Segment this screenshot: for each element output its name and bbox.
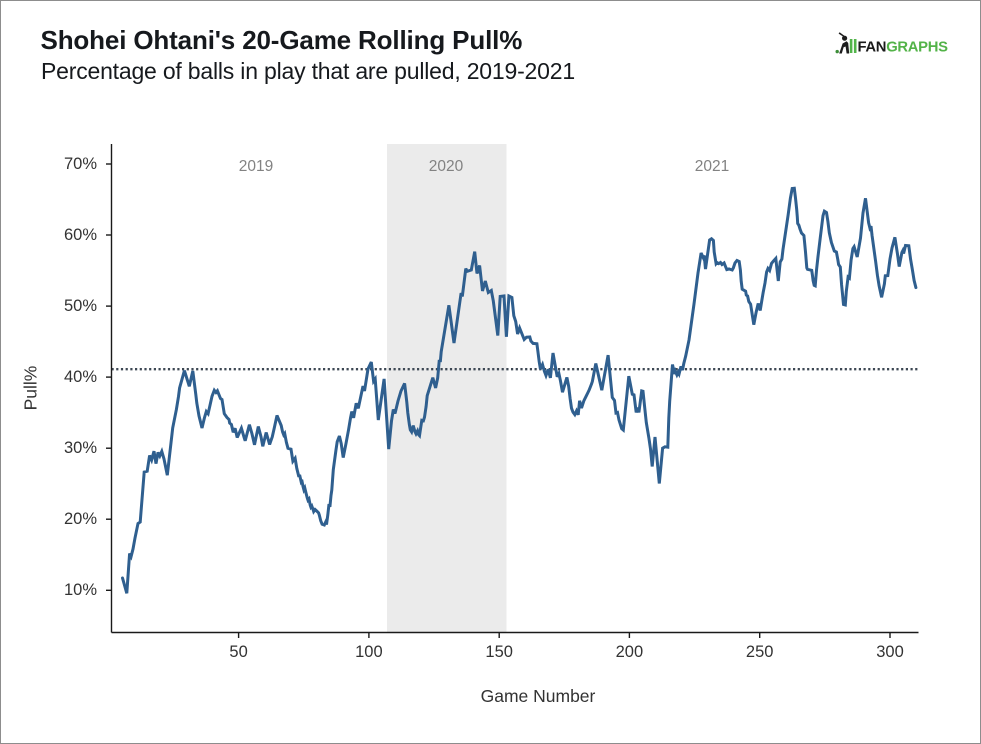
svg-text:FANGRAPHS: FANGRAPHS (858, 39, 949, 55)
